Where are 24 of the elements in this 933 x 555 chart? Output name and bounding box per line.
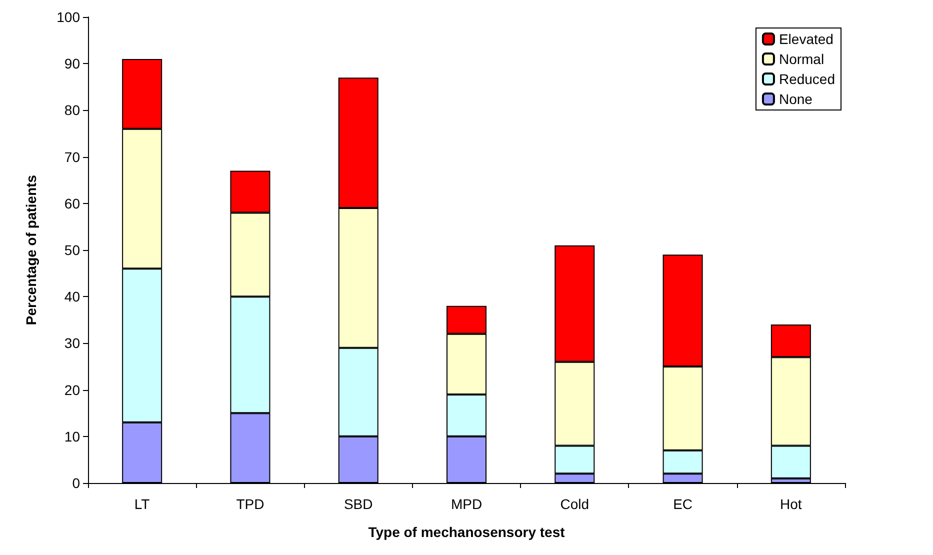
y-tick-label: 90: [64, 56, 80, 72]
y-tick-label: 40: [64, 288, 80, 305]
legend-label: Reduced: [778, 71, 836, 87]
x-axis-title: Type of mechanosensory test: [368, 524, 566, 540]
x-tick-label: Hot: [780, 496, 802, 512]
y-tick-label: 60: [64, 195, 80, 212]
y-tick-label: 80: [64, 102, 80, 118]
y-axis-title: Percentage of patients: [23, 174, 39, 326]
y-tick-label: 50: [64, 242, 80, 258]
y-tick-label: 10: [64, 428, 80, 444]
x-tick-label: MPD: [450, 496, 482, 512]
legend-label: Elevated: [778, 31, 834, 47]
legend-label: Normal: [778, 51, 824, 67]
y-tick-label: 20: [64, 382, 80, 398]
legend-label: None: [778, 91, 813, 107]
y-tick-label: 30: [64, 335, 80, 352]
x-tick-label: LT: [134, 496, 150, 512]
x-tick-label: EC: [673, 496, 693, 512]
x-tick-label: Cold: [560, 496, 590, 512]
y-tick-label: 0: [72, 475, 80, 491]
x-tick-label: SBD: [344, 496, 373, 512]
y-tick-label: 100: [56, 9, 80, 25]
y-tick-label: 70: [64, 148, 80, 165]
x-tick-label: TPD: [236, 496, 264, 512]
